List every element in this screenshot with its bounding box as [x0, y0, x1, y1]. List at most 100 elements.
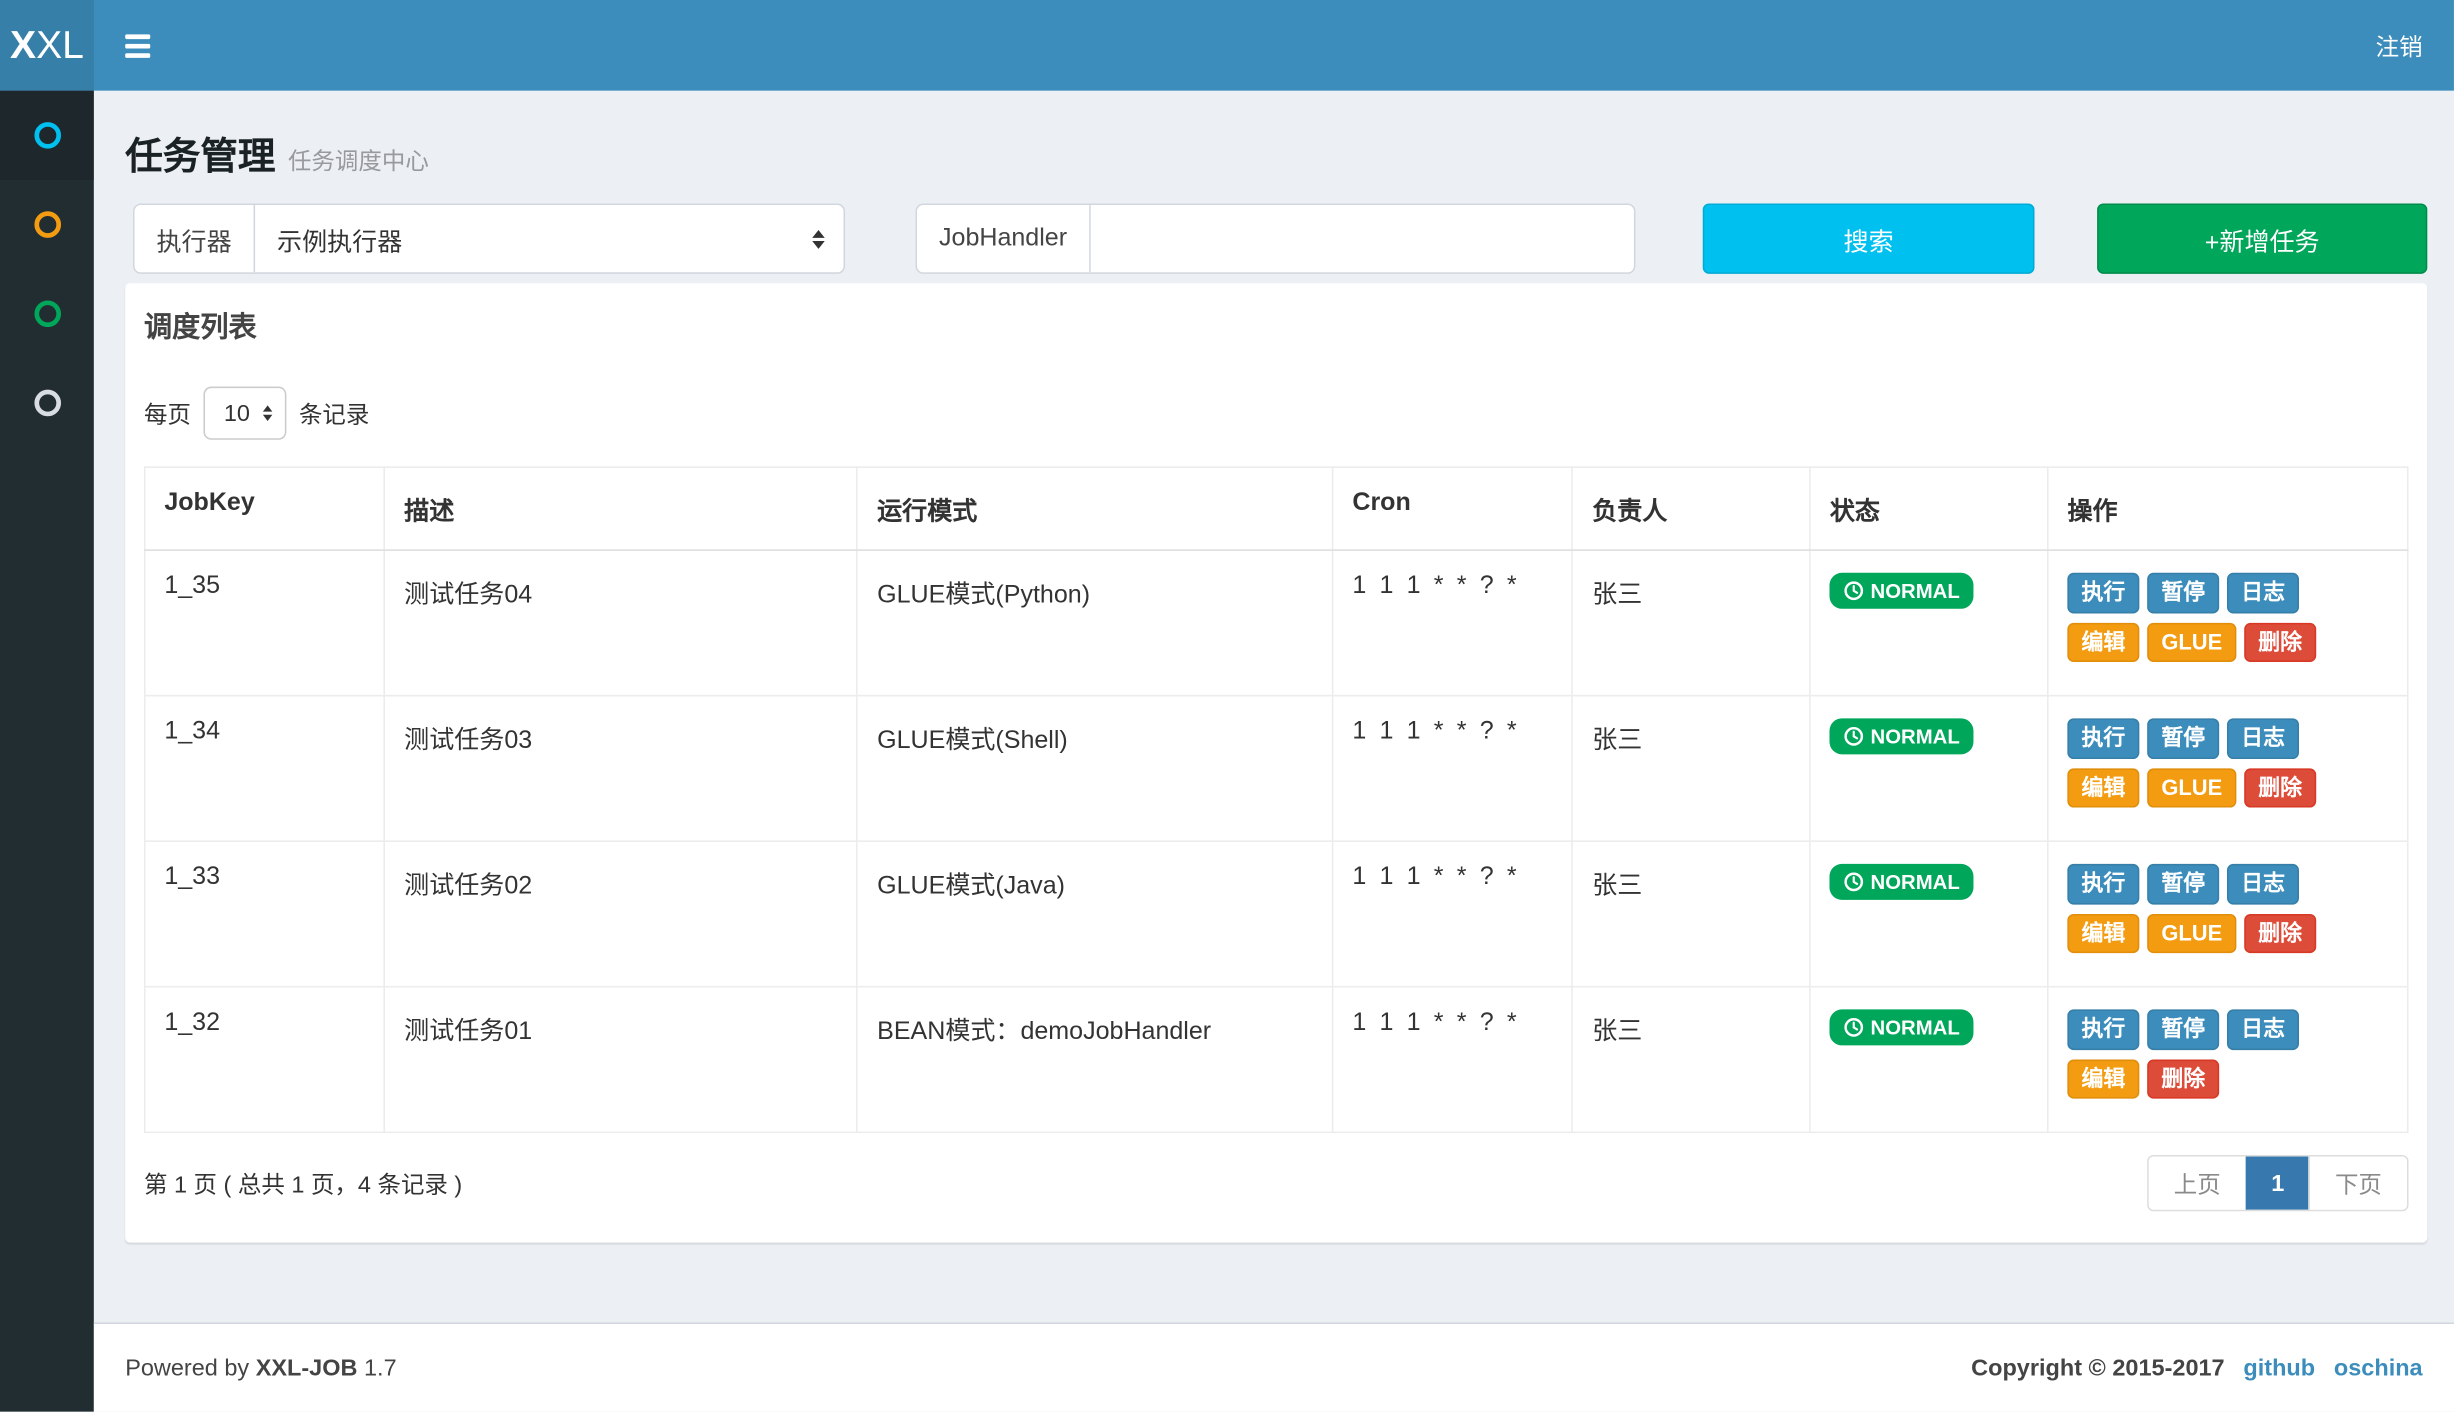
- glue-button[interactable]: GLUE: [2147, 622, 2237, 662]
- delete-button[interactable]: 删除: [2244, 622, 2317, 662]
- pause-button[interactable]: 暂停: [2147, 718, 2220, 759]
- owner-cell: 张三: [1571, 840, 1812, 988]
- github-link[interactable]: github: [2243, 1354, 2316, 1382]
- executor-select-value: 示例执行器: [277, 229, 403, 256]
- sidebar: [0, 90, 94, 1412]
- jobkey-cell: 1_33: [143, 840, 386, 988]
- log-button[interactable]: 日志: [2227, 1009, 2300, 1050]
- mode-cell: GLUE模式(Shell): [856, 694, 1334, 842]
- status-badge: NORMAL: [1829, 1009, 1974, 1046]
- glue-button[interactable]: GLUE: [2147, 767, 2237, 808]
- circle-icon: [33, 389, 61, 417]
- page-area: 任务管理 任务调度中心 执行器 示例执行器 JobHandler 搜索 +新增任务: [93, 90, 2454, 1412]
- delete-button[interactable]: 删除: [2244, 913, 2317, 954]
- jobhandler-input[interactable]: [1090, 205, 1634, 273]
- sidebar-toggle-button[interactable]: [94, 0, 182, 91]
- select-arrows-icon: [262, 405, 273, 421]
- table-row: 1_32 测试任务01 BEAN模式：demoJobHandler 1 1 1 …: [143, 985, 2409, 1134]
- content-area: 任务管理 任务调度中心 执行器 示例执行器 JobHandler 搜索 +新增任务: [94, 91, 2454, 1323]
- pause-button[interactable]: 暂停: [2147, 863, 2220, 904]
- brand-logo-rest: XL: [36, 22, 84, 67]
- executor-select[interactable]: 示例执行器: [255, 205, 843, 272]
- status-badge: NORMAL: [1829, 718, 1974, 755]
- powered-by-text: Powered by XXL-JOB 1.7: [125, 1354, 397, 1382]
- pagination-row: 第 1 页 ( 总共 1 页，4 条记录 ) 上页 1 下页: [143, 1154, 2409, 1212]
- edit-button[interactable]: 编辑: [2067, 913, 2140, 954]
- hamburger-icon: [125, 33, 151, 39]
- actions-cell: 执行 暂停 日志 编辑 GLUE 删除: [2047, 840, 2409, 988]
- status-cell: NORMAL: [1809, 985, 2049, 1134]
- next-page-button[interactable]: 下页: [2308, 1156, 2407, 1210]
- clock-icon: [1844, 726, 1864, 746]
- sidebar-item-3[interactable]: [0, 269, 94, 358]
- column-header-jobkey: JobKey: [143, 466, 386, 551]
- jobhandler-label: JobHandler: [917, 205, 1091, 273]
- run-button[interactable]: 执行: [2067, 1009, 2140, 1050]
- product-name: XXL-JOB: [255, 1354, 358, 1382]
- table-row: 1_34 测试任务03 GLUE模式(Shell) 1 1 1 * * ? * …: [143, 694, 2409, 842]
- navbar-spacer: [182, 0, 2345, 91]
- status-cell: NORMAL: [1809, 549, 2049, 697]
- jobhandler-filter-group: JobHandler: [915, 203, 1636, 274]
- current-page-button[interactable]: 1: [2245, 1156, 2309, 1210]
- run-button[interactable]: 执行: [2067, 863, 2140, 904]
- pagination: 上页 1 下页: [2147, 1154, 2409, 1212]
- job-table: JobKey 描述 运行模式 Cron 负责人 状态 操作 1_35 测试任务: [143, 466, 2409, 1134]
- executor-label: 执行器: [134, 205, 256, 273]
- page-size-prefix: 每页: [143, 401, 191, 429]
- search-button[interactable]: 搜索: [1702, 203, 2035, 274]
- log-button[interactable]: 日志: [2227, 863, 2300, 904]
- sidebar-item-1[interactable]: [0, 90, 94, 180]
- run-button[interactable]: 执行: [2067, 572, 2140, 613]
- owner-cell: 张三: [1571, 985, 1812, 1134]
- pause-button[interactable]: 暂停: [2147, 572, 2220, 613]
- desc-cell: 测试任务02: [383, 840, 859, 988]
- desc-cell: 测试任务01: [383, 985, 859, 1134]
- page-title: 任务管理: [125, 136, 276, 179]
- oschina-link[interactable]: oschina: [2333, 1354, 2423, 1382]
- actions-cell: 执行 暂停 日志 编辑 GLUE 删除: [2047, 549, 2409, 697]
- jobkey-cell: 1_35: [143, 549, 386, 697]
- log-button[interactable]: 日志: [2227, 718, 2300, 759]
- status-badge: NORMAL: [1829, 863, 1974, 900]
- schedule-list-panel: 调度列表 每页 10 条记录 JobKey: [125, 283, 2428, 1243]
- mode-cell: GLUE模式(Python): [856, 549, 1334, 697]
- desc-cell: 测试任务03: [383, 694, 859, 842]
- select-arrows-icon: [812, 229, 825, 249]
- sidebar-item-4[interactable]: [0, 358, 94, 447]
- sidebar-item-2[interactable]: [0, 180, 94, 269]
- edit-button[interactable]: 编辑: [2067, 1058, 2140, 1099]
- add-job-button[interactable]: +新增任务: [2097, 203, 2428, 274]
- clock-icon: [1844, 872, 1864, 892]
- filter-row: 执行器 示例执行器 JobHandler 搜索 +新增任务: [125, 203, 2428, 274]
- page-size-select[interactable]: 10: [203, 386, 287, 440]
- page-size-suffix: 条记录: [298, 401, 370, 429]
- edit-button[interactable]: 编辑: [2067, 767, 2140, 808]
- actions-cell: 执行 暂停 日志 编辑 GLUE 删除: [2047, 694, 2409, 842]
- column-header-owner: 负责人: [1571, 466, 1812, 551]
- copyright-area: Copyright © 2015-2017 github oschina: [1971, 1355, 2422, 1382]
- pagination-info: 第 1 页 ( 总共 1 页，4 条记录 ): [143, 1171, 463, 1199]
- edit-button[interactable]: 编辑: [2067, 622, 2140, 662]
- status-badge: NORMAL: [1829, 572, 1974, 609]
- clock-icon: [1844, 581, 1864, 601]
- pause-button[interactable]: 暂停: [2147, 1009, 2220, 1050]
- delete-button[interactable]: 删除: [2244, 767, 2317, 808]
- footer: Powered by XXL-JOB 1.7 Copyright © 2015-…: [93, 1322, 2454, 1412]
- circle-icon: [33, 122, 61, 149]
- table-row: 1_35 测试任务04 GLUE模式(Python) 1 1 1 * * ? *…: [143, 549, 2409, 697]
- cron-cell: 1 1 1 * * ? *: [1332, 985, 1574, 1134]
- brand-logo[interactable]: X XL: [0, 0, 94, 91]
- delete-button[interactable]: 删除: [2147, 1058, 2220, 1099]
- log-button[interactable]: 日志: [2227, 572, 2300, 613]
- cron-cell: 1 1 1 * * ? *: [1332, 549, 1574, 697]
- owner-cell: 张三: [1571, 694, 1812, 842]
- cron-cell: 1 1 1 * * ? *: [1332, 840, 1574, 988]
- glue-button[interactable]: GLUE: [2147, 913, 2237, 954]
- run-button[interactable]: 执行: [2067, 718, 2140, 759]
- content-header: 任务管理 任务调度中心: [125, 91, 2427, 180]
- logout-link[interactable]: 注销: [2375, 33, 2423, 61]
- circle-icon: [33, 300, 61, 328]
- prev-page-button[interactable]: 上页: [2148, 1156, 2246, 1210]
- owner-cell: 张三: [1571, 549, 1812, 697]
